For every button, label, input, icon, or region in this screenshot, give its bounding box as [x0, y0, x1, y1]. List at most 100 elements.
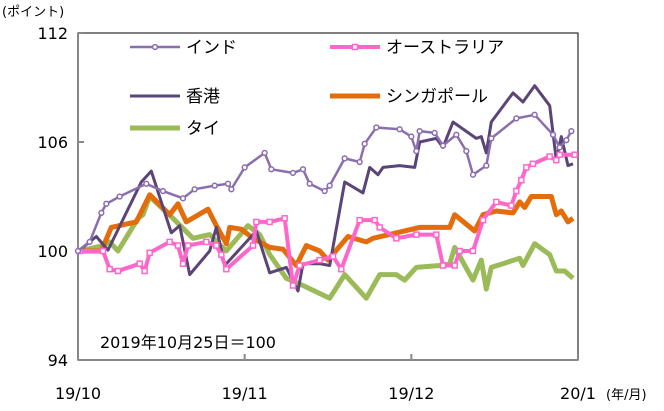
data-point [488, 135, 495, 142]
data-point [341, 155, 348, 162]
data-point [136, 260, 143, 267]
data-point [326, 182, 333, 189]
data-point [289, 282, 297, 289]
data-point [523, 164, 530, 171]
base-date-annotation: 2019年10月25日＝100 [100, 333, 276, 352]
data-point [249, 242, 257, 249]
data-point [513, 187, 520, 195]
data-point [553, 156, 560, 164]
data-point [179, 260, 187, 267]
data-point [296, 262, 303, 269]
legend-label: オーストラリア [386, 38, 504, 58]
data-point [483, 162, 490, 169]
data-point [281, 215, 288, 222]
data-point [393, 235, 400, 242]
data-point [356, 216, 363, 224]
data-point [106, 265, 113, 273]
data-point [116, 193, 123, 200]
data-point [531, 111, 538, 118]
legend-label: インド [186, 38, 237, 58]
data-point [143, 180, 150, 187]
data-point [469, 247, 477, 255]
data-point [103, 200, 110, 207]
data-point [253, 218, 260, 226]
data-point [321, 187, 328, 195]
legend-marker [151, 43, 159, 51]
data-point [451, 262, 458, 269]
legend-label: シンガポール [386, 87, 488, 107]
data-point [371, 216, 378, 224]
data-point [261, 149, 268, 157]
data-point [361, 140, 368, 147]
data-point [203, 238, 210, 246]
data-point [373, 124, 380, 131]
data-point [146, 249, 153, 257]
data-point [338, 265, 345, 273]
data-point [329, 253, 337, 260]
data-point [218, 251, 225, 258]
data-point [184, 242, 192, 249]
data-point [433, 231, 440, 238]
x-tick-label: 19/10 [55, 384, 101, 403]
data-point [98, 209, 105, 217]
y-tick-label: 94 [48, 351, 68, 370]
data-point [396, 126, 403, 133]
data-point [563, 137, 570, 144]
data-point [513, 115, 520, 122]
data-point [166, 238, 173, 246]
legend-label: 香港 [186, 87, 220, 107]
y-tick-label: 100 [37, 242, 68, 261]
data-point [289, 169, 297, 177]
data-point [546, 153, 553, 160]
data-point [463, 147, 470, 155]
data-point [568, 127, 575, 135]
data-point [479, 216, 487, 224]
data-point [316, 256, 323, 264]
data-point [469, 171, 477, 178]
data-point [508, 202, 515, 209]
series-line-0 [77, 113, 573, 252]
data-point [439, 142, 447, 149]
data-point [408, 133, 415, 140]
data-point [159, 187, 167, 195]
legend-label: タイ [186, 119, 220, 139]
data-point [99, 247, 107, 255]
data-point [453, 131, 460, 138]
data-point [224, 180, 232, 187]
data-point [556, 144, 563, 151]
data-point [518, 176, 525, 184]
data-point [376, 224, 383, 231]
legend-marker [351, 43, 359, 51]
data-point [413, 147, 420, 155]
y-tick-label: 106 [37, 133, 68, 152]
data-point [266, 218, 273, 226]
data-point [86, 238, 93, 246]
data-point [141, 267, 148, 275]
data-point [493, 198, 500, 206]
data-point [213, 242, 220, 249]
data-point [211, 182, 218, 189]
data-point [191, 186, 198, 193]
data-point [439, 262, 447, 269]
data-point [174, 242, 182, 249]
x-tick-label: 19/12 [388, 384, 434, 403]
data-point [431, 129, 438, 137]
data-point [413, 231, 420, 238]
series-line-3 [79, 192, 575, 268]
x-axis-unit-label: (年/月) [606, 388, 647, 403]
x-tick-label: 19/11 [222, 384, 268, 403]
data-point [299, 166, 307, 173]
y-tick-label: 112 [37, 24, 68, 43]
data-point [241, 164, 248, 171]
data-point [549, 131, 557, 138]
data-point [306, 180, 313, 187]
data-point [74, 247, 82, 255]
data-point [571, 151, 578, 158]
data-point [556, 151, 563, 158]
data-point [456, 247, 463, 255]
y-axis-unit-label: (ポイント) [2, 5, 64, 20]
data-point [529, 160, 537, 168]
data-point [114, 267, 122, 275]
data-point [228, 186, 235, 193]
